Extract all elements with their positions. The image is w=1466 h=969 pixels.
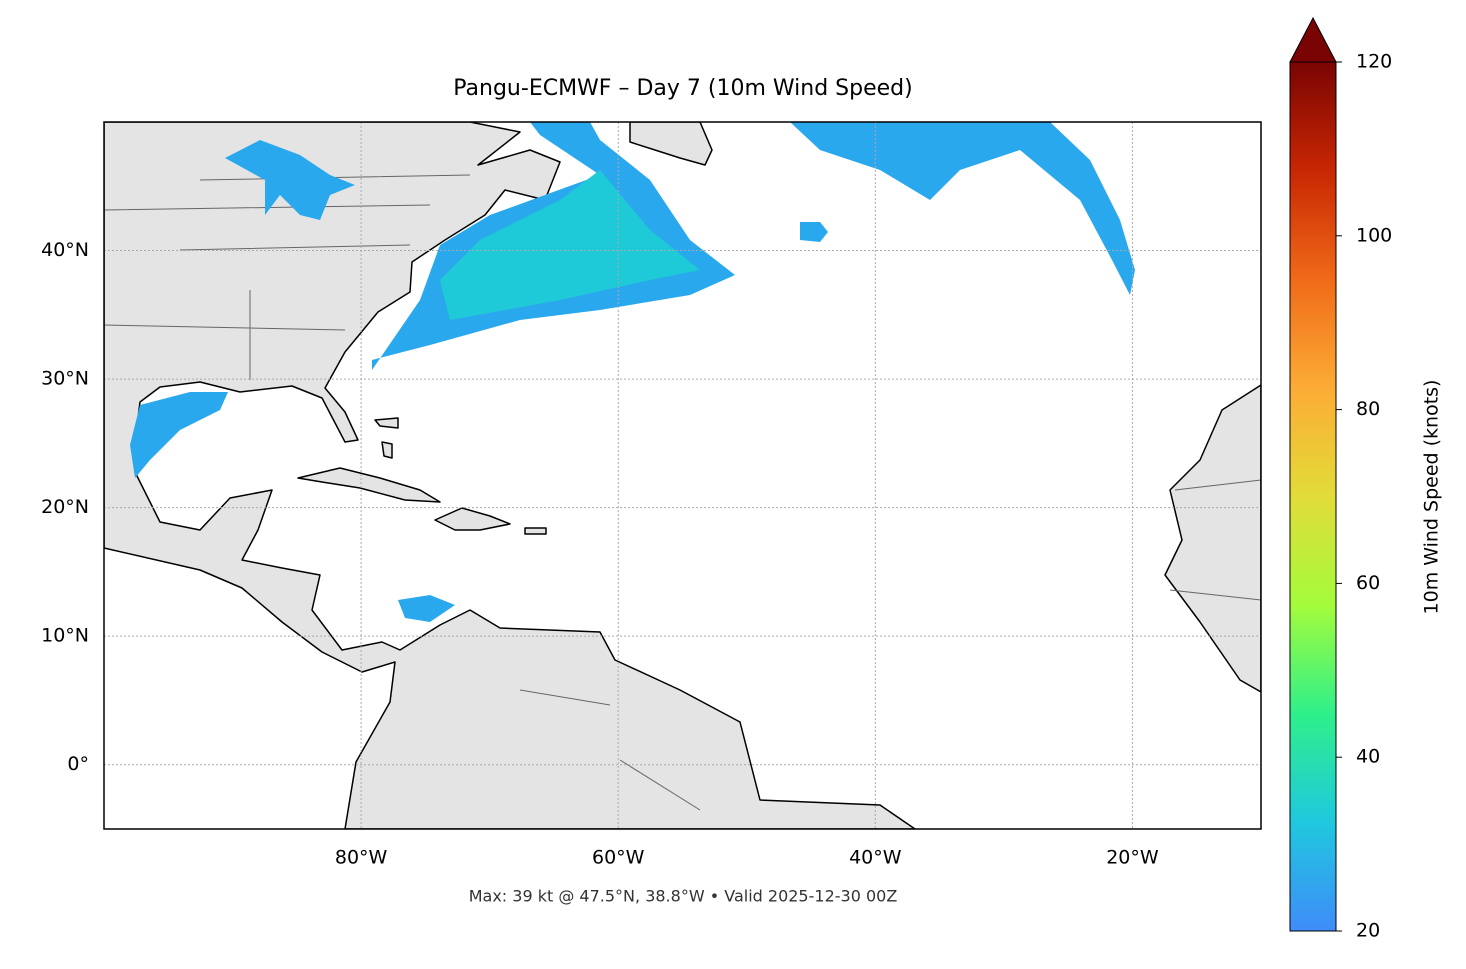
- x-tick-label: 60°W: [592, 847, 645, 869]
- wind-patch: [800, 222, 828, 242]
- wind-north: [790, 122, 1135, 295]
- colorbar-tick-label: 40: [1356, 746, 1380, 768]
- wind-gulf: [130, 392, 228, 478]
- y-tick-label: 10°N: [41, 625, 89, 647]
- colorbar-extend: [1289, 16, 1337, 63]
- annotation: Max: 39 kt @ 47.5°N, 38.8°W • Valid 2025…: [469, 887, 898, 906]
- colorbar-tick-label: 60: [1356, 572, 1380, 594]
- land-cuba: [297, 467, 441, 503]
- y-tick-label: 20°N: [41, 496, 89, 518]
- land-newfoundland: [629, 122, 713, 166]
- wind-core: [440, 170, 700, 320]
- colorbar-tick-label: 100: [1356, 224, 1392, 246]
- colorbar-tick-label: 80: [1356, 398, 1380, 420]
- y-tick-label: 40°N: [41, 239, 89, 261]
- chart-title: Pangu-ECMWF – Day 7 (10m Wind Speed): [453, 76, 912, 101]
- x-tick-label: 40°W: [849, 847, 902, 869]
- grid: [104, 122, 1261, 829]
- land-puerto-rico: [524, 527, 547, 535]
- wind-lakes: [225, 140, 355, 220]
- map-frame: [103, 121, 1262, 830]
- colorbar: [1289, 61, 1337, 932]
- land-bahamas: [374, 417, 399, 459]
- land-americas: [104, 122, 916, 829]
- colorbar-tick-label: 20: [1356, 920, 1380, 942]
- colorbar-tick-label: 120: [1356, 51, 1392, 73]
- y-tick-label: 0°: [67, 753, 89, 775]
- land-africa: [1164, 384, 1261, 693]
- x-tick-label: 80°W: [335, 847, 388, 869]
- map-area: [104, 122, 1261, 829]
- y-tick-label: 30°N: [41, 368, 89, 390]
- wind-caribbean: [398, 595, 455, 622]
- colorbar-label: 10m Wind Speed (knots): [1421, 380, 1443, 615]
- x-tick-label: 20°W: [1106, 847, 1159, 869]
